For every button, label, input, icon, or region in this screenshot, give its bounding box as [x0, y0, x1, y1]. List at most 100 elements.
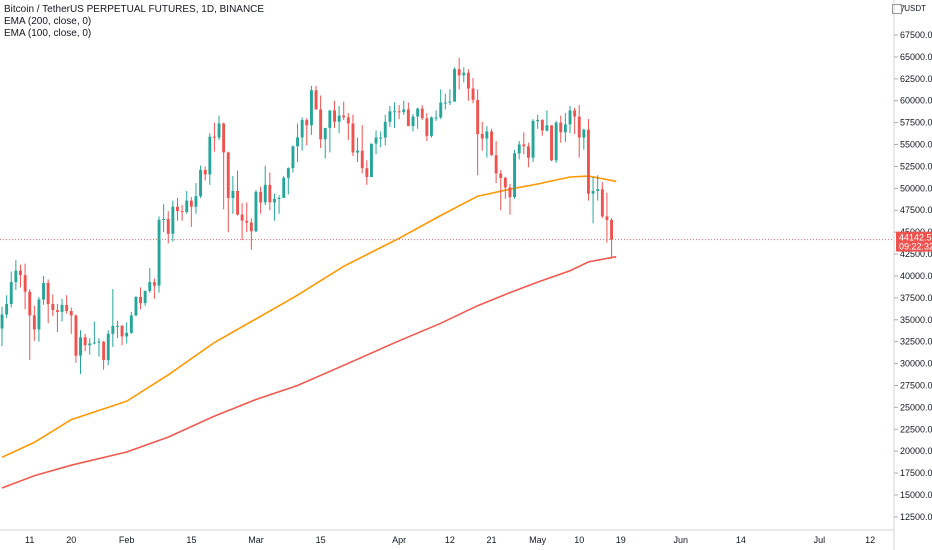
candle-body [153, 282, 156, 286]
candle-body [300, 120, 304, 138]
candle-body [171, 206, 175, 234]
y-tick-label: 12500.00 [900, 512, 932, 522]
x-tick-label: 11 [25, 535, 34, 545]
candle-body [374, 137, 378, 144]
x-tick-label: Jun [674, 535, 689, 545]
x-tick-label: 14 [736, 535, 746, 545]
candle-body [60, 304, 64, 312]
candle-body [568, 110, 572, 125]
candle-body [550, 125, 553, 161]
candle-body [139, 297, 142, 304]
candle-body [393, 111, 396, 113]
candle-body [189, 200, 193, 207]
candle-body [314, 90, 318, 110]
candle-body [296, 137, 299, 147]
candle-body [480, 134, 484, 139]
x-tick-label: 12 [865, 535, 875, 545]
candle-body [356, 150, 359, 153]
currency-selector[interactable]: USDT [892, 4, 926, 14]
candle-body [0, 314, 4, 329]
candle-body [120, 325, 124, 337]
currency-label: USDT [904, 4, 926, 14]
candle-body [554, 122, 558, 161]
candle-body [245, 220, 249, 223]
candle-body [180, 211, 184, 213]
candle-body [69, 311, 73, 316]
x-tick-label: Jul [814, 535, 826, 545]
candle-body [277, 198, 281, 199]
candle-body [97, 341, 101, 343]
candle-body [540, 120, 544, 131]
symbol-title[interactable]: Bitcoin / TetherUS PERPETUAL FUTURES, 1D… [4, 4, 265, 15]
candle-body [263, 184, 267, 203]
candle-body [185, 200, 189, 212]
candle-body [143, 290, 147, 304]
price-label-box [896, 231, 932, 252]
price-axis[interactable]: 12500.00 15000.00 17500.00 20000.00 22500.00… [893, 0, 932, 550]
candle-body [37, 299, 41, 330]
candle-body [28, 291, 32, 316]
candle-body [106, 333, 110, 361]
ema100-line [1, 175, 617, 459]
candle-body [88, 343, 92, 346]
candle-body [499, 173, 503, 178]
y-tick-label: 20000.00 [900, 446, 932, 456]
candle-body [351, 123, 355, 153]
candle-body [425, 118, 429, 136]
candle-body [46, 283, 50, 304]
candle-body [485, 131, 489, 139]
candle-body [503, 177, 507, 188]
x-tick-label: May [529, 535, 547, 545]
candle-body [610, 219, 613, 240]
candle-body [116, 325, 119, 327]
ema200-legend[interactable]: EMA (200, close, 0) [4, 16, 92, 27]
candle-body [111, 325, 115, 334]
y-tick-label: 22500.00 [900, 424, 932, 434]
candle-body [208, 136, 212, 175]
candle-body [83, 337, 87, 346]
y-tick-label: 57500.00 [900, 118, 932, 128]
candle-body [199, 170, 202, 197]
ema100-legend[interactable]: EMA (100, close, 0) [4, 28, 92, 39]
candle-body [92, 342, 96, 344]
candle-body [333, 110, 336, 122]
ema200-line [1, 255, 617, 489]
candle-body [157, 219, 161, 286]
candle-body [462, 72, 466, 76]
y-tick-label: 17500.00 [900, 468, 932, 478]
candle-body [531, 120, 535, 158]
y-tick-label: 50000.00 [900, 183, 932, 193]
x-tick-label: Feb [119, 535, 135, 545]
candle-body [591, 191, 595, 194]
candle-body [600, 189, 604, 217]
y-tick-label: 47500.00 [900, 205, 932, 215]
candle-body [476, 99, 480, 135]
y-tick-label: 37500.00 [900, 293, 932, 303]
candle-body [65, 304, 69, 311]
candle-body [467, 72, 470, 89]
x-tick-label: 15 [316, 535, 326, 545]
candle-body [434, 117, 438, 119]
candle-body [490, 131, 493, 156]
candle-body [217, 123, 221, 138]
time-axis[interactable]: 11 20 Feb 15 Mar 15 Apr 12 21 May 10 19 Jun 14 Jul 12 [0, 529, 894, 545]
y-tick-label: 60000.00 [900, 96, 932, 106]
candle-body [305, 120, 309, 126]
y-tick-label: 25000.00 [900, 402, 932, 412]
candle-body [5, 304, 9, 315]
candle-body [328, 110, 332, 128]
candle-body [162, 219, 166, 220]
candle-body [14, 270, 18, 283]
price-label: 44142.51 [899, 233, 932, 243]
candle-body [522, 144, 526, 147]
candle-body [319, 109, 323, 140]
candle-body [457, 69, 461, 76]
candle-body [231, 191, 235, 198]
candle-body [268, 184, 272, 203]
x-tick-label: 15 [186, 535, 196, 545]
candle-body [397, 111, 401, 113]
candle-body [416, 108, 420, 117]
candle-body [494, 155, 498, 174]
y-tick-label: 15000.00 [900, 490, 932, 500]
